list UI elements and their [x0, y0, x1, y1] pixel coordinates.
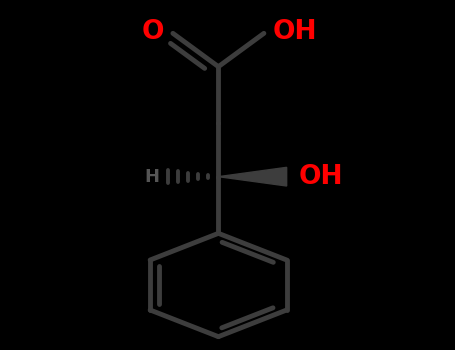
- Text: OH: OH: [273, 19, 317, 45]
- Polygon shape: [218, 167, 287, 186]
- Text: H: H: [144, 168, 159, 186]
- Text: O: O: [141, 19, 164, 45]
- Text: OH: OH: [298, 164, 343, 190]
